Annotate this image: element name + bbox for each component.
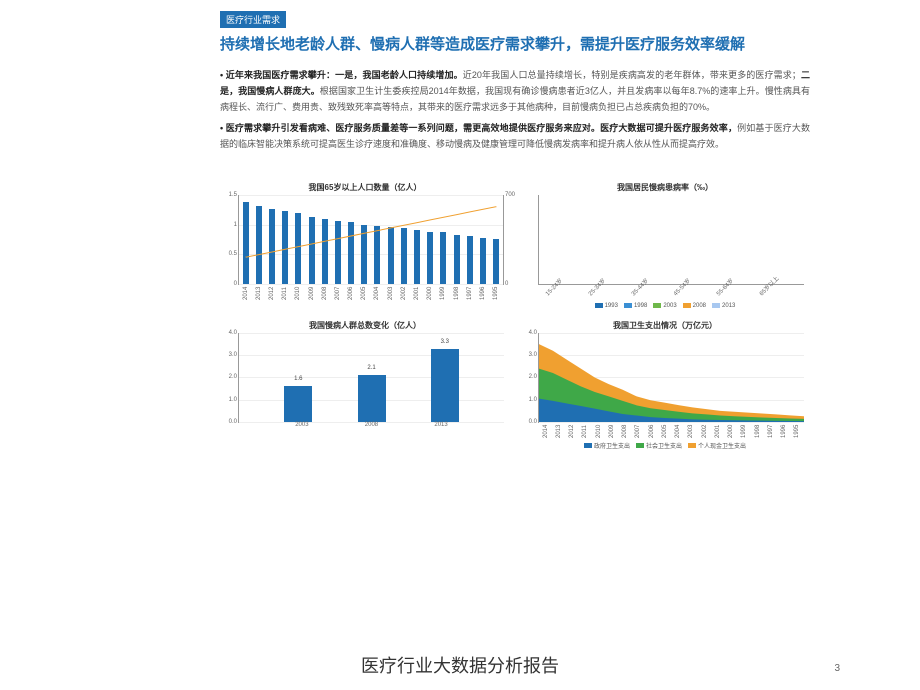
section-tag: 医疗行业需求 <box>220 11 286 28</box>
footer-title: 医疗行业大数据分析报告 <box>361 652 559 678</box>
page-number: 3 <box>834 663 840 674</box>
charts-grid: 我国65岁以上人口数量（亿人） 00.511.50700201420132012… <box>220 182 810 450</box>
body-paragraph-1: • 近年来我国医疗需求攀升：一是，我国老龄人口持续增加。近20年我国人口总量持续… <box>220 67 810 116</box>
headline: 持续增长地老龄人群、慢病人群等造成医疗需求攀升，需提升医疗服务效率缓解 <box>220 34 810 55</box>
chart-chronic-population: 我国慢病人群总数变化（亿人） 0.01.02.03.04.01.62.13.32… <box>220 320 510 450</box>
chart-health-expenditure: 我国卫生支出情况（万亿元） 0.01.02.03.04.020142013201… <box>520 320 810 450</box>
body-paragraph-2: • 医疗需求攀升引发看病难、医疗服务质量差等一系列问题，需更高效地提供医疗服务来… <box>220 120 810 152</box>
chart-elderly-population: 我国65岁以上人口数量（亿人） 00.511.50700201420132012… <box>220 182 510 312</box>
chart-chronic-rate: 我国居民慢病患病率（‰） 15-24岁25-34岁35-44岁45-54岁55-… <box>520 182 810 312</box>
